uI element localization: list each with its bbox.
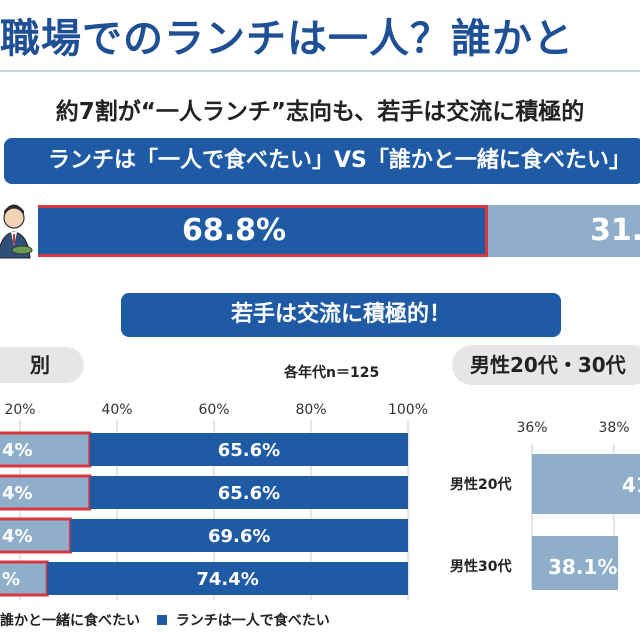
x-tick-label: 40%	[101, 402, 132, 418]
age-section-header: 別	[0, 347, 84, 383]
value-bar	[532, 454, 640, 514]
male-section-header: 男性20代・30代	[452, 345, 640, 385]
together-value-label: %	[2, 569, 20, 590]
page-title: 職場でのランチは一人？誰かと	[0, 16, 574, 62]
legend: 誰かと一緒に食べたい ランチは一人で食べたい	[0, 610, 330, 630]
together-value-label: 4%	[2, 440, 33, 461]
overall-alone-label: 68.8%	[182, 213, 287, 248]
alone-bar	[89, 433, 408, 466]
alone-bar	[47, 562, 408, 595]
alone-value-label: 69.6%	[208, 526, 270, 547]
overall-together-segment	[488, 205, 640, 257]
x-tick-label: 20%	[4, 402, 35, 418]
comparison-banner: ランチは「一人で食べたい」VS「誰かと一緒に食べたい」	[4, 138, 640, 184]
x-tick-label: 38%	[598, 420, 629, 436]
alone-value-label: 65.6%	[218, 483, 280, 504]
overall-stacked-bar: 68.8% 31.2	[0, 205, 640, 257]
alone-bar	[70, 519, 408, 552]
sample-size-note: 各年代n＝125	[284, 365, 380, 381]
x-tick-label: 36%	[516, 420, 547, 436]
alone-bar	[89, 476, 408, 509]
legend-alone-swatch	[156, 615, 167, 625]
alone-value-label: 74.4%	[196, 569, 258, 590]
legend-alone-label: ランチは一人で食べたい	[175, 613, 330, 629]
value-label: 41	[622, 473, 640, 497]
male-20s-30s-chart: 36% 38% 男性20代 41 男性30代 38.1%	[450, 420, 640, 590]
age-section-header-text: 別	[30, 353, 50, 377]
x-tick-label: 60%	[198, 402, 229, 418]
value-bar	[532, 536, 619, 590]
overall-alone-segment	[0, 205, 488, 257]
alone-value-label: 65.6%	[218, 440, 280, 461]
value-label: 38.1%	[548, 555, 617, 579]
x-tick-label: 80%	[295, 402, 326, 418]
together-value-label: 4%	[2, 483, 33, 504]
category-label: 男性20代	[450, 476, 511, 493]
legend-together-label: 誰かと一緒に食べたい	[0, 613, 140, 629]
together-value-label: 4%	[2, 526, 33, 547]
youth-banner: 若手は交流に積極的！	[121, 293, 561, 337]
businessman-eating-icon	[0, 202, 38, 260]
age-group-chart: 20% 40% 60% 80% 100% 4% 65.6% 4% 65.6% 4% 69.6%% 74…	[0, 402, 428, 600]
category-label: 男性30代	[450, 558, 511, 575]
title-divider	[0, 70, 640, 72]
x-tick-label: 100%	[388, 402, 428, 418]
overall-together-label: 31.2	[590, 213, 640, 248]
subtitle: 約7割が“一人ランチ”志向も、若手は交流に積極的	[55, 99, 585, 125]
